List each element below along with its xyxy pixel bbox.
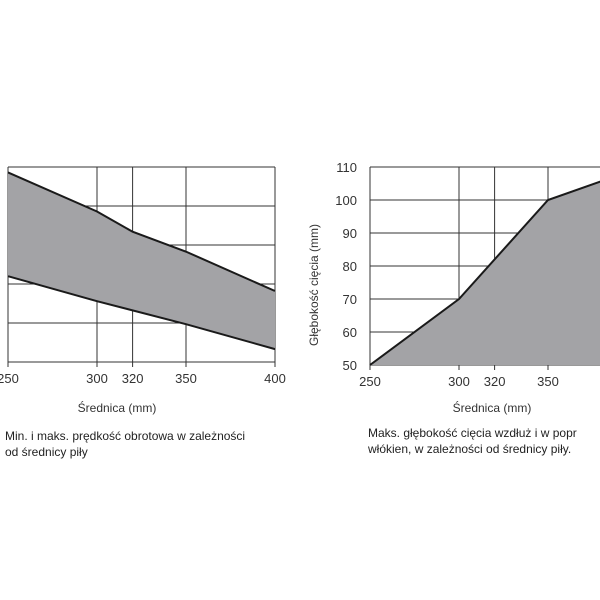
- x-axis-label: Średnica (mm): [78, 400, 157, 415]
- x-tick-label: 300: [86, 371, 108, 386]
- x-tick-label: 250: [359, 374, 381, 389]
- y-tick-label: 70: [343, 292, 357, 307]
- caption-line-1: Maks. głębokość cięcia wzdłuż i w popr: [368, 426, 577, 440]
- cut-depth-chart: 250 300 320 350 50 60 70 80 90 100 110 Głębokość c…: [307, 160, 600, 456]
- y-tick-label: 50: [343, 358, 357, 373]
- shaded-area: [370, 181, 600, 365]
- series-line-lower: [7, 275, 276, 351]
- caption-line-1: Min. i maks. prędkość obrotowa w zależno…: [5, 429, 245, 443]
- y-tick-label: 100: [335, 193, 357, 208]
- marks: [369, 180, 600, 366]
- y-tick-label: 60: [343, 325, 357, 340]
- speed-chart: 250 300 320 350 400 Średnica (mm) Min. i mak…: [0, 166, 286, 459]
- y-tick-label: 80: [343, 259, 357, 274]
- tick-labels: 250 300 320 350 50 60 70 80 90 100 110: [335, 160, 559, 389]
- caption-line-2: włókien, w zależności od średnicy piły.: [367, 442, 571, 456]
- x-tick-label: 250: [0, 371, 19, 386]
- x-tick-label: 350: [537, 374, 559, 389]
- shaded-area: [8, 172, 275, 350]
- x-tick-label: 350: [175, 371, 197, 386]
- marks: [7, 171, 276, 351]
- y-tick-label: 90: [343, 226, 357, 241]
- series-line-upper: [7, 171, 276, 292]
- y-tick-label: 110: [336, 160, 357, 175]
- x-tick-label: 320: [122, 371, 144, 386]
- x-tick-label: 400: [264, 371, 286, 386]
- x-tick-labels: 250 300 320 350 400: [0, 371, 286, 386]
- x-tick-label: 320: [484, 374, 506, 389]
- y-axis-label: Głębokość cięcia (mm): [307, 224, 321, 346]
- series-line-0: [369, 180, 600, 366]
- caption-line-2: od średnicy piły: [5, 445, 88, 459]
- x-tick-label: 300: [448, 374, 470, 389]
- x-axis-label: Średnica (mm): [453, 400, 532, 415]
